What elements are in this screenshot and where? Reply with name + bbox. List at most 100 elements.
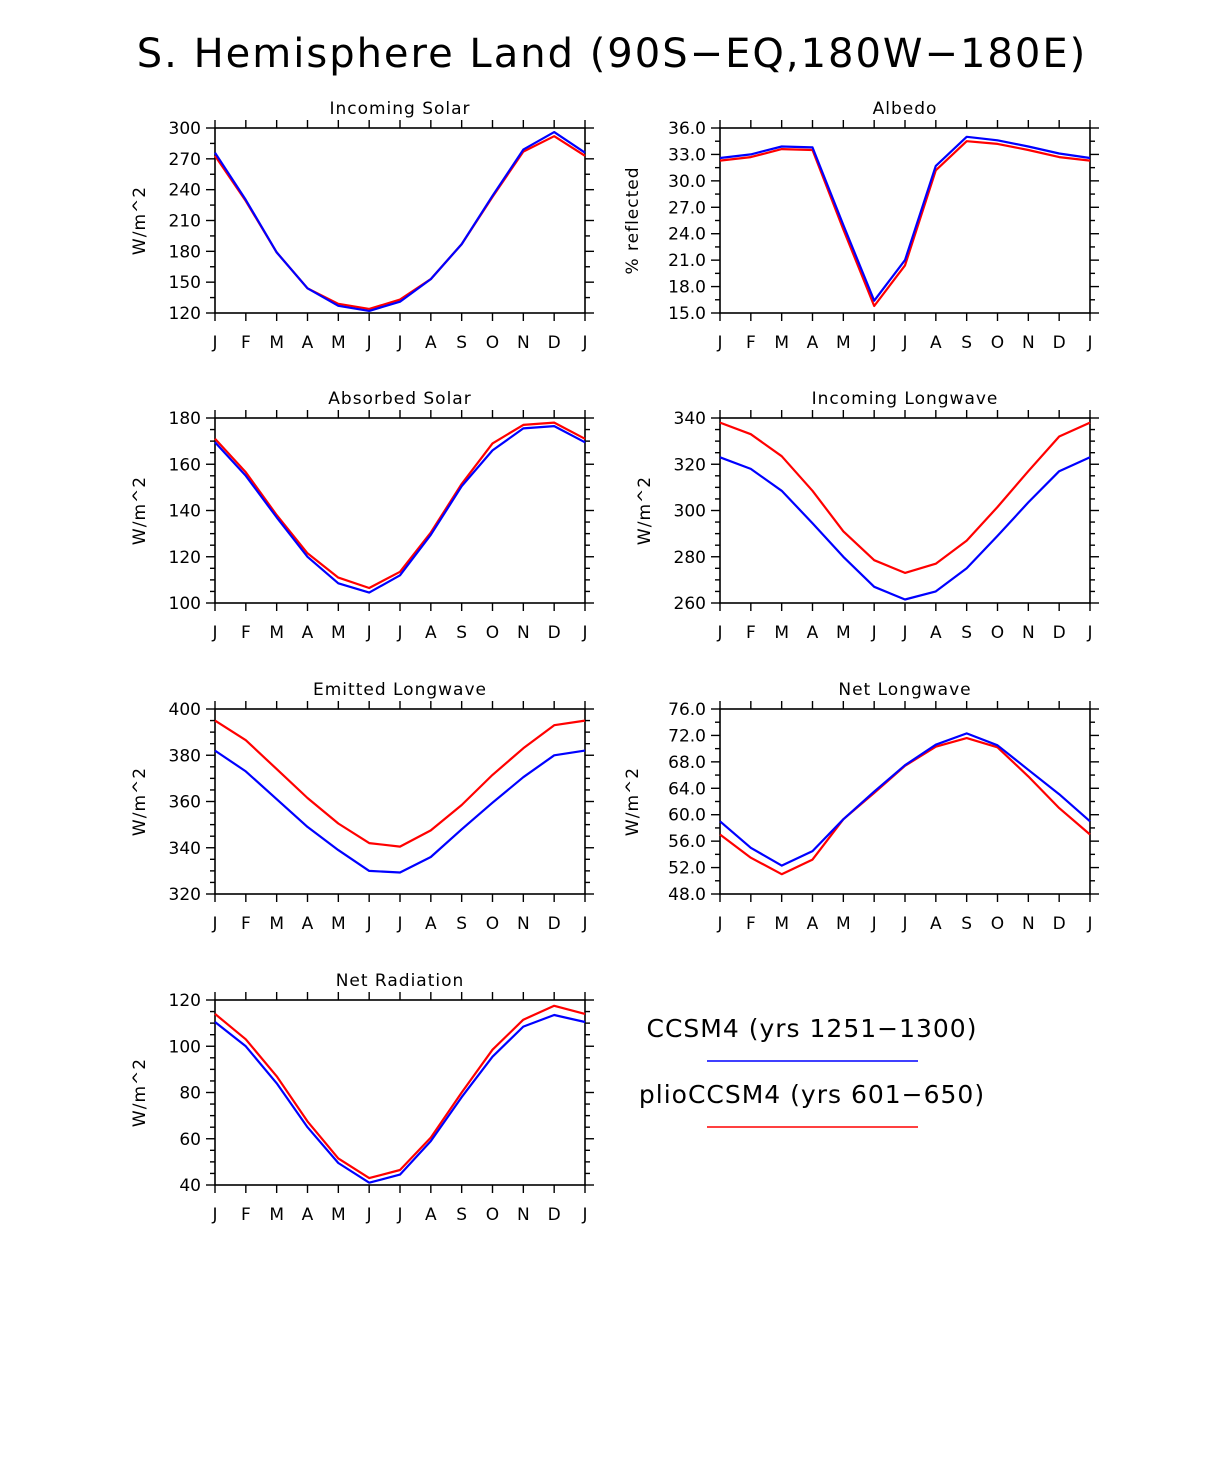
x-tick-label: A [425,333,437,353]
x-tick-label: D [548,1205,561,1225]
x-tick-label: S [456,1205,467,1225]
plot-frame [719,708,1091,895]
y-tick-label: 36.0 [668,119,706,139]
y-tick-label: 64.0 [668,779,706,799]
x-tick-label: J [366,623,372,643]
x-tick-label: J [901,914,907,934]
legend-label-plio: plioCCSM4 (yrs 601−650) [639,1080,985,1109]
y-tick-label: 300 [674,502,706,522]
y-tick-label: 60 [179,1130,201,1150]
x-tick-label: J [581,623,587,643]
x-tick-label: O [486,623,499,643]
series-line-plio [214,421,586,590]
y-tick-label: 150 [169,273,201,293]
y-tick-label: 60.0 [668,806,706,826]
x-tick-label: A [930,914,942,934]
panel-title: Albedo [873,99,938,119]
x-tick-label: M [774,623,789,643]
legend: CCSM4 (yrs 1251−1300) plioCCSM4 (yrs 601… [639,1014,985,1128]
x-tick-label: J [716,914,722,934]
y-tick-label: 68.0 [668,753,706,773]
y-tick-label: 72.0 [668,726,706,746]
series-line-plio [719,140,1091,308]
y-axis-label: W/m^2 [130,767,150,836]
plot-frame [214,999,586,1186]
y-tick-label: 210 [169,212,201,232]
y-tick-label: 76.0 [668,700,706,720]
y-tick-label: 52.0 [668,859,706,879]
x-tick-label: A [425,623,437,643]
y-tick-label: 30.0 [668,172,706,192]
x-tick-label: O [486,333,499,353]
y-tick-label: 300 [169,119,201,139]
x-tick-label: J [211,1205,217,1225]
y-tick-label: 320 [674,455,706,475]
series-line-ccsm4 [214,131,586,312]
x-tick-label: F [241,1205,251,1225]
x-tick-label: J [871,333,877,353]
series-line-ccsm4 [719,456,1091,601]
y-tick-label: 120 [169,304,201,324]
x-tick-label: M [331,333,346,353]
y-tick-label: 56.0 [668,832,706,852]
y-tick-label: 270 [169,150,201,170]
y-axis-label: W/m^2 [130,186,150,255]
x-tick-label: A [302,623,314,643]
y-tick-label: 100 [169,1037,201,1057]
panel-title: Incoming Longwave [812,389,999,409]
y-tick-label: 24.0 [668,225,706,245]
x-tick-label: J [211,333,217,353]
y-axis-label: W/m^2 [623,767,643,836]
y-tick-label: 21.0 [668,251,706,271]
y-tick-label: 280 [674,548,706,568]
series-line-ccsm4 [214,1013,586,1184]
panel-title: Net Longwave [838,680,971,700]
y-tick-label: 240 [169,181,201,201]
x-tick-label: A [807,623,819,643]
series-line-plio [214,135,586,310]
x-tick-label: O [486,914,499,934]
y-tick-label: 140 [169,502,201,522]
x-tick-label: M [331,1205,346,1225]
series-line-ccsm4 [719,135,1091,302]
y-tick-label: 33.0 [668,145,706,165]
y-tick-label: 360 [169,793,201,813]
x-tick-label: A [425,914,437,934]
x-tick-label: S [961,914,972,934]
x-tick-label: J [901,333,907,353]
x-tick-label: F [746,333,756,353]
x-tick-label: D [1053,623,1066,643]
y-tick-label: 40 [179,1176,201,1196]
y-tick-label: 120 [169,548,201,568]
x-tick-label: D [1053,914,1066,934]
x-tick-label: A [302,914,314,934]
x-tick-label: J [396,623,402,643]
x-tick-label: J [871,914,877,934]
y-tick-label: 260 [674,594,706,614]
x-tick-label: F [746,623,756,643]
x-tick-label: S [456,623,467,643]
x-tick-label: S [961,333,972,353]
x-tick-label: A [930,333,942,353]
figure-title: S. Hemisphere Land (90S−EQ,180W−180E) [137,31,1087,77]
y-tick-label: 380 [169,746,201,766]
x-tick-label: N [517,623,530,643]
x-tick-label: A [807,914,819,934]
x-tick-label: N [517,333,530,353]
x-tick-label: J [581,1205,587,1225]
x-tick-label: A [807,333,819,353]
x-tick-label: O [486,1205,499,1225]
x-tick-label: N [517,1205,530,1225]
panel-title: Incoming Solar [329,99,470,119]
x-tick-label: M [836,623,851,643]
series-line-plio [214,1004,586,1180]
x-tick-label: N [1022,333,1035,353]
x-tick-label: J [1086,914,1092,934]
x-tick-label: M [774,914,789,934]
x-tick-label: M [836,333,851,353]
series-line-plio [719,421,1091,575]
